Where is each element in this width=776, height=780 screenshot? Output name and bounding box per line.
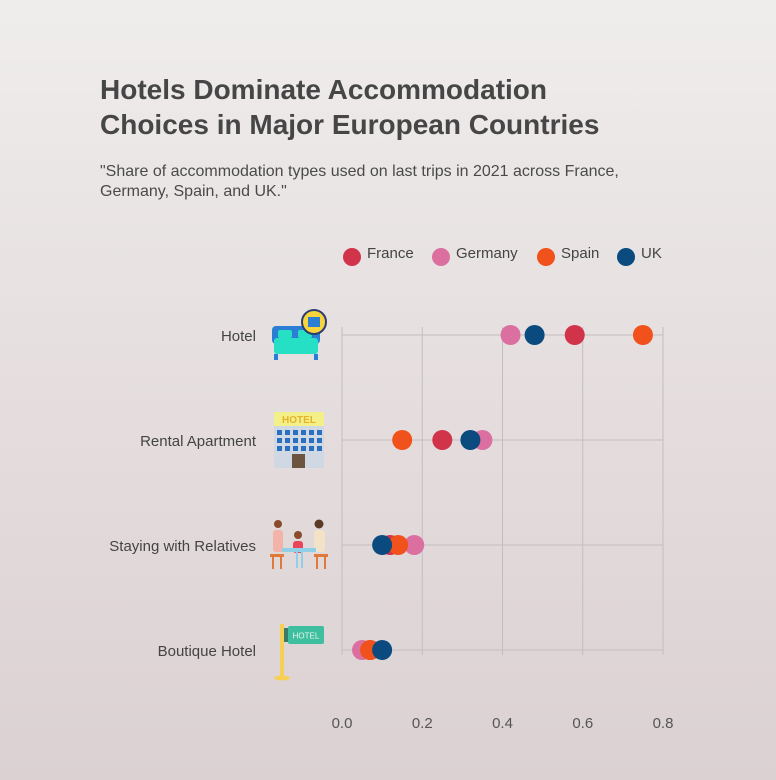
legend-label: UK bbox=[641, 245, 662, 262]
data-point bbox=[404, 535, 425, 555]
x-tick-label: 0.0 bbox=[332, 715, 353, 732]
legend-label: Spain bbox=[561, 245, 599, 262]
data-point bbox=[460, 430, 481, 450]
legend-marker bbox=[617, 248, 635, 266]
legend: France Germany Spain UK bbox=[343, 245, 662, 266]
svg-text:HOTEL: HOTEL bbox=[282, 415, 316, 426]
grid-lines bbox=[341, 327, 664, 655]
data-point bbox=[372, 640, 393, 660]
data-point bbox=[564, 325, 585, 345]
svg-text:HOTEL: HOTEL bbox=[293, 632, 320, 641]
x-tick-label: 0.8 bbox=[653, 715, 674, 732]
category-label: Boutique Hotel bbox=[158, 643, 256, 660]
category-labels: Hotel Rental Apartment Staying with Relati… bbox=[109, 328, 257, 660]
category-label: Hotel bbox=[221, 328, 256, 345]
data-point bbox=[632, 325, 653, 345]
legend-marker bbox=[537, 248, 555, 266]
legend-label: Germany bbox=[456, 245, 518, 262]
chart-title: Hotels Dominate Accommodation Choices in… bbox=[100, 74, 600, 140]
x-tick-label: 0.4 bbox=[492, 715, 513, 732]
category-label: Staying with Relatives bbox=[109, 538, 256, 555]
hotel-bed-icon bbox=[272, 309, 327, 360]
data-point bbox=[372, 535, 393, 555]
data-point bbox=[432, 430, 453, 450]
legend-marker bbox=[343, 248, 361, 266]
hotel-sign-icon: HOTEL bbox=[274, 624, 324, 681]
x-tick-label: 0.2 bbox=[412, 715, 433, 732]
data-point bbox=[392, 430, 413, 450]
data-point bbox=[524, 325, 545, 345]
data-points bbox=[352, 325, 653, 660]
x-tick-label: 0.6 bbox=[572, 715, 593, 732]
category-label: Rental Apartment bbox=[140, 433, 257, 450]
data-point bbox=[388, 535, 409, 555]
legend-marker bbox=[432, 248, 450, 266]
family-table-icon bbox=[270, 519, 328, 569]
category-icons: HOTEL HOTEL bbox=[270, 309, 328, 681]
hotel-building-icon: HOTEL bbox=[274, 412, 324, 468]
legend-label: France bbox=[367, 245, 414, 262]
x-axis-ticks: 0.0 0.2 0.4 0.6 0.8 bbox=[332, 715, 674, 732]
data-point bbox=[500, 325, 521, 345]
chart-subtitle: "Share of accommodation types used on la… bbox=[100, 163, 619, 200]
